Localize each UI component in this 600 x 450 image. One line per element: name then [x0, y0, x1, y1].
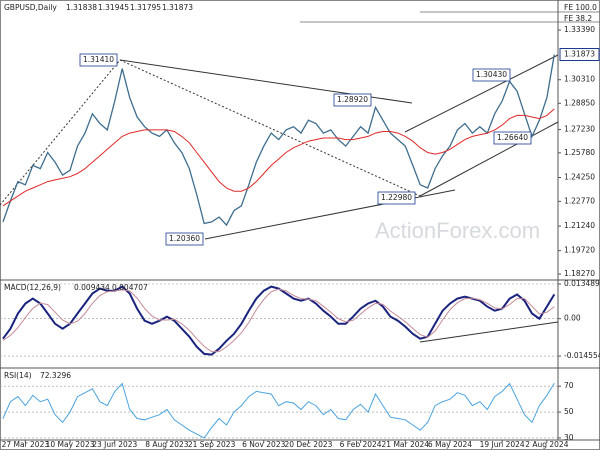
x-tick-label: 19 Jun 2024	[480, 440, 525, 449]
annotation-label: 1.20360	[169, 234, 200, 243]
y-tick-label: 0.00	[564, 314, 581, 323]
x-tick-label: 10 May 2023	[46, 440, 95, 449]
x-tick-label: 20 Dec 2023	[284, 440, 332, 449]
dashed-line	[119, 59, 421, 197]
annotation-label: 1.31410	[83, 55, 114, 64]
y-tick-label: 1.19720	[564, 246, 595, 255]
x-tick-label: 6 May 2024	[428, 440, 472, 449]
last-price-box	[559, 47, 600, 61]
macd-trend-line	[419, 321, 559, 343]
annotation-box	[472, 68, 511, 82]
series-line	[2, 288, 555, 353]
channel-line	[404, 54, 559, 133]
y-tick-label: 1.27230	[564, 124, 595, 133]
y-tick-label: 1.28850	[564, 98, 595, 107]
y-tick-label: 50	[564, 407, 574, 416]
x-tick-label: 8 Aug 2023	[145, 440, 188, 449]
annotation-label: 1.22980	[381, 193, 412, 202]
y-tick-label: 1.25780	[564, 148, 595, 157]
readout-value: 1.31945	[98, 3, 129, 12]
watermark: ActionForex.com	[375, 218, 540, 243]
last-price-label: 1.31873	[564, 49, 595, 58]
y-tick-label: 1.24250	[564, 173, 595, 182]
series-line	[2, 108, 555, 207]
series-line	[2, 382, 555, 439]
readout-value: 1.31873	[162, 3, 193, 12]
fe-label: FE 100.0	[564, 3, 597, 12]
channel-line	[419, 121, 559, 197]
y-tick-label: 1.21240	[564, 221, 595, 230]
annotation-label: 1.28920	[337, 95, 368, 104]
y-tick-label: 1.18270	[564, 269, 595, 278]
fe-label: FE 38.2	[564, 14, 592, 23]
readout-value: 0.004707	[112, 283, 148, 292]
annotation-label: 1.30430	[476, 70, 507, 79]
x-tick-label: 6 Nov 2023	[242, 440, 285, 449]
panel-title: MACD(12,26,9)	[4, 283, 61, 292]
x-tick-label: 27 Mar 2023	[2, 440, 50, 449]
annotation-box	[165, 232, 204, 246]
readout-value: 1.31795	[130, 3, 161, 12]
annotation-box	[333, 93, 372, 107]
x-tick-label: 23 Jun 2023	[92, 440, 137, 449]
x-tick-label: 6 Feb 2024	[340, 440, 382, 449]
annotation-label: 1.26640	[497, 133, 528, 142]
readout-value: 72.3296	[40, 371, 71, 380]
x-tick-label: 21 Mar 2024	[382, 440, 430, 449]
y-tick-label: -0.014554	[564, 351, 600, 360]
annotation-box	[377, 191, 416, 205]
dashed-line	[0, 59, 121, 206]
y-tick-label: 1.33390	[564, 25, 595, 34]
readout-value: 1.31838	[66, 3, 97, 12]
annotation-box	[79, 53, 118, 67]
x-tick-label: 2 Aug 2024	[525, 440, 568, 449]
y-tick-label: 30	[564, 433, 574, 442]
annotation-box	[493, 131, 532, 145]
panel-title: GBPUSD,Daily	[4, 3, 57, 12]
x-tick-label: 21 Sep 2023	[188, 440, 236, 449]
y-tick-label: 1.30310	[564, 75, 595, 84]
series-line	[2, 54, 555, 227]
y-tick-label: 70	[564, 381, 574, 390]
y-tick-label: 1.22770	[564, 196, 595, 205]
y-tick-label: 0.013489	[564, 279, 600, 288]
readout-value: 0.009434	[74, 283, 110, 292]
panel-title: RSI(14)	[4, 371, 32, 380]
